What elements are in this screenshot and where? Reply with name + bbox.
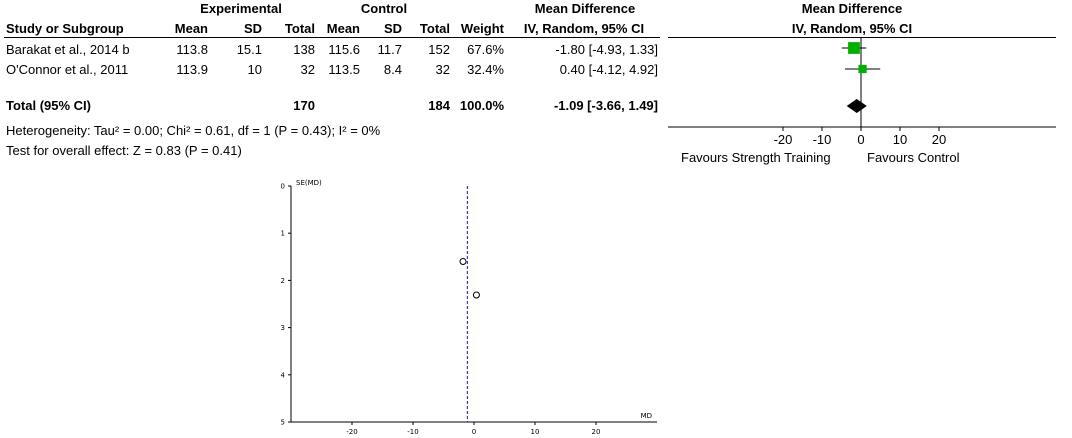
funnel-point	[472, 291, 480, 299]
study-name-oconnor: O'Connor et al., 2011	[6, 62, 129, 77]
exp-sd-header: SD	[243, 21, 262, 36]
heterogeneity-text: Heterogeneity: Tau² = 0.00; Chi² = 0.61,…	[6, 123, 381, 138]
funnel-y-tick-label: 0	[281, 183, 285, 191]
weight-header: Weight	[460, 21, 504, 36]
funnel-x-tick-label: -10	[407, 428, 418, 436]
funnel-x-tick-label: 0	[472, 428, 476, 436]
forest-x-tick-label: 20	[932, 132, 946, 147]
forest-study-marker	[848, 42, 860, 54]
table-header-rule	[4, 37, 660, 38]
mean-difference-header: Mean Difference	[534, 1, 636, 16]
total-weight: 100.0%	[459, 98, 504, 113]
forest-header-rule	[668, 37, 1056, 38]
funnel-x-axis-label: MD	[641, 412, 652, 420]
total-ctrl-total: 184	[428, 98, 450, 113]
total-label: Total (95% CI)	[6, 98, 91, 113]
cell-ctrl-mean: 115.6	[328, 42, 360, 57]
cell-ctrl-mean: 113.5	[328, 62, 360, 77]
funnel-y-tick-label: 4	[281, 371, 286, 379]
forest-x-tick-label: 0	[857, 132, 864, 147]
cell-exp-mean: 113.8	[176, 42, 208, 57]
total-exp-total: 170	[293, 98, 315, 113]
forest-pooled-diamond	[846, 99, 867, 113]
funnel-y-tick-label: 1	[281, 230, 285, 238]
favours-right-label: Favours Control	[867, 150, 960, 165]
funnel-point	[459, 258, 467, 266]
ctrl-mean-header: Mean	[326, 21, 360, 36]
funnel-y-tick-label: 5	[281, 419, 285, 427]
cell-ci-text: 0.40 [-4.12, 4.92]	[559, 62, 658, 77]
forest-x-tick-label: 10	[893, 132, 907, 147]
control-header: Control	[360, 1, 408, 16]
cell-ctrl-sd: 8.4	[383, 62, 402, 77]
study-column-header: Study or Subgroup	[6, 21, 124, 36]
cell-exp-sd: 15.1	[236, 42, 262, 57]
funnel-y-axis-label: SE(MD)	[296, 179, 322, 187]
forest-x-tick-label: -10	[813, 132, 832, 147]
cell-exp-total: 32	[300, 62, 315, 77]
funnel-y-tick-label: 3	[281, 324, 285, 332]
funnel-x-tick-label: -20	[346, 428, 357, 436]
cell-ctrl-total: 152	[428, 42, 450, 57]
cell-weight: 32.4%	[467, 62, 504, 77]
method-header: IV, Random, 95% CI	[523, 21, 645, 36]
ctrl-sd-header: SD	[383, 21, 402, 36]
experimental-header: Experimental	[200, 1, 282, 16]
cell-ci-text: -1.80 [-4.93, 1.33]	[555, 42, 658, 57]
funnel-y-tick-label: 2	[281, 277, 285, 285]
exp-total-header: Total	[284, 21, 315, 36]
funnel-x-tick-label: 20	[592, 428, 601, 436]
forest-method-header: IV, Random, 95% CI	[791, 21, 913, 36]
total-ci-text: -1.09 [-3.66, 1.49]	[553, 98, 658, 113]
study-name-barakat: Barakat et al., 2014 b	[6, 42, 130, 57]
cell-ctrl-sd: 11.7	[377, 42, 402, 57]
ctrl-total-header: Total	[419, 21, 450, 36]
cell-exp-mean: 113.9	[176, 62, 208, 77]
favours-left-label: Favours Strength Training	[681, 150, 831, 165]
forest-x-tick-label: -20	[774, 132, 793, 147]
funnel-x-tick-label: 10	[531, 428, 540, 436]
forest-mean-difference-header: Mean Difference	[801, 1, 903, 16]
cell-exp-total: 138	[293, 42, 315, 57]
forest-study-marker	[858, 64, 867, 74]
overall-effect-text: Test for overall effect: Z = 0.83 (P = 0…	[6, 143, 242, 158]
cell-ctrl-total: 32	[435, 62, 450, 77]
exp-mean-header: Mean	[174, 21, 208, 36]
cell-weight: 67.6%	[467, 42, 504, 57]
cell-exp-sd: 10	[247, 62, 262, 77]
